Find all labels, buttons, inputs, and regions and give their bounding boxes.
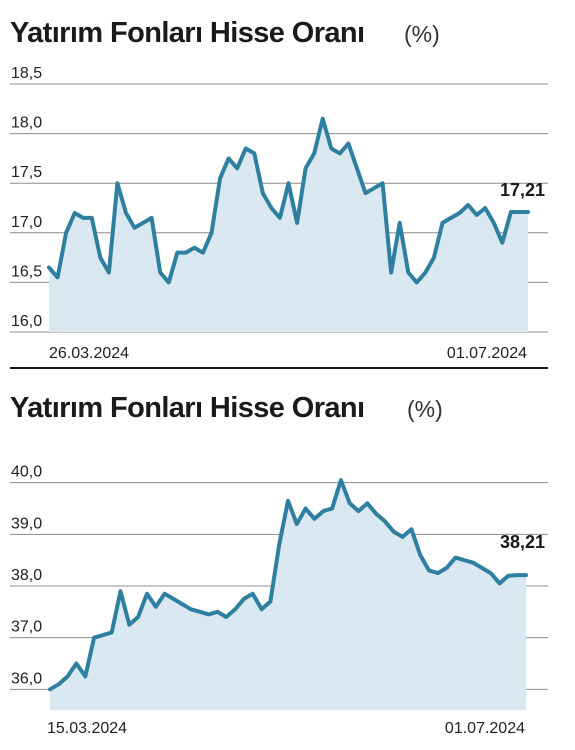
- chart-1-series-line: [47, 116, 530, 285]
- chart-2-y-tick-label: 36,0: [11, 670, 42, 687]
- chart-1-area-fill: [49, 118, 528, 332]
- chart-2: Yatırım Fonları Hisse Oranı (%) 40,0 39,0…: [10, 392, 548, 737]
- chart-2-unit: (%): [407, 396, 443, 422]
- chart-2-y-tick-label: 38,0: [11, 567, 42, 584]
- chart-1: Yatırım Fonları Hisse Oranı (%) 18,5 18,0…: [10, 17, 548, 369]
- chart-1-y-tick-label: 16,0: [11, 313, 42, 330]
- chart-1-title: Yatırım Fonları Hisse Oranı: [10, 17, 365, 49]
- chart-1-y-ticks: 18,5 18,0 17,5 17,0 16,5 16,0: [11, 65, 42, 330]
- chart-1-y-tick-label: 17,5: [11, 164, 42, 181]
- chart-1-y-tick-label: 17,0: [11, 214, 42, 231]
- chart-1-y-tick-label: 18,0: [11, 115, 42, 132]
- chart-1-y-tick-label: 18,5: [11, 65, 42, 82]
- chart-2-y-ticks: 40,0 39,0 38,0 37,0 36,0: [11, 464, 42, 688]
- chart-2-x-label-end: 01.07.2024: [445, 720, 525, 737]
- chart-2-y-tick-label: 37,0: [11, 619, 42, 636]
- chart-1-y-tick-label: 16,5: [11, 263, 42, 280]
- chart-2-title: Yatırım Fonları Hisse Oranı: [10, 392, 365, 424]
- chart-2-y-tick-label: 39,0: [11, 515, 42, 532]
- chart-2-y-tick-label: 40,0: [11, 464, 42, 481]
- chart-1-unit: (%): [404, 21, 440, 47]
- chart-1-last-value: 17,21: [500, 180, 545, 200]
- chart-1-x-label-end: 01.07.2024: [447, 345, 527, 362]
- chart-2-last-value: 38,21: [500, 532, 545, 552]
- chart-1-x-label-start: 26.03.2024: [49, 345, 129, 362]
- chart-2-series-line: [48, 478, 528, 692]
- chart-2-x-label-start: 15.03.2024: [47, 720, 127, 737]
- chart-2-area-fill: [50, 480, 526, 710]
